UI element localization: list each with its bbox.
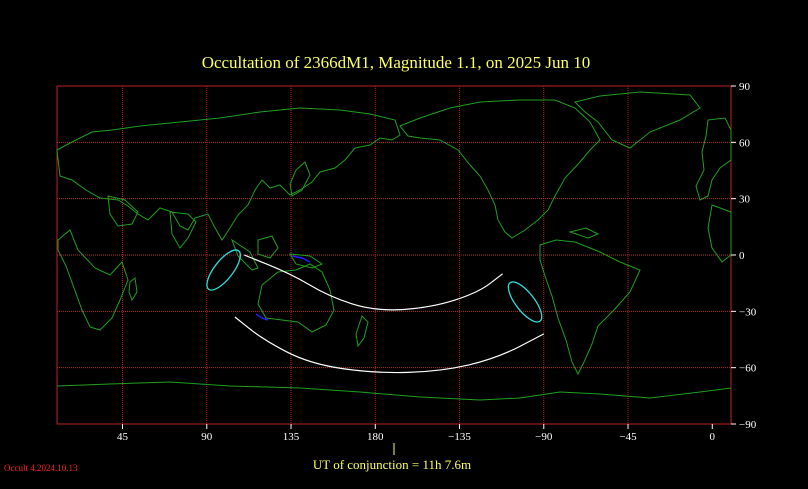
version-label: Occult 4.2024.10.13 — [4, 463, 78, 473]
lon-tick-label: 180 — [367, 431, 384, 443]
lon-tick-label: 0 — [710, 431, 716, 443]
lat-tick-label: 60 — [739, 137, 751, 149]
blue-segment-north — [291, 255, 311, 263]
coastline-africa — [57, 229, 129, 331]
coastline-india — [169, 211, 197, 249]
west-end-ellipse — [206, 249, 241, 291]
coastline-greenland — [574, 91, 701, 149]
coastlines — [56, 91, 732, 401]
lon-tick-label: 135 — [283, 431, 300, 443]
lat-tick-label: −90 — [739, 419, 757, 431]
lat-tick-label: −30 — [739, 306, 757, 318]
lat-tick-label: 0 — [739, 250, 745, 262]
lon-tick-label: 90 — [201, 431, 213, 443]
coastline-madagascar — [128, 277, 138, 302]
lat-tick-label: 30 — [739, 194, 751, 206]
lon-tick-label: 45 — [117, 431, 129, 443]
lat-tick-label: 90 — [739, 81, 751, 93]
lon-tick-label: −45 — [619, 431, 637, 443]
lat-tick-label: −60 — [739, 363, 757, 375]
coastline-australia — [257, 263, 335, 333]
coastline-antarctica — [56, 381, 732, 401]
conjunction-label: UT of conjunction = 11h 7.6m — [313, 457, 471, 472]
coastline-sumatra — [230, 238, 259, 271]
coastline-new-zealand — [355, 315, 369, 348]
longitude-tick-labels: 45 90 135 180 −135 −90 −45 0 — [117, 424, 716, 443]
coastline-south-america — [539, 239, 641, 376]
map-grid — [56, 85, 732, 425]
blue-segment-south — [255, 313, 269, 321]
occultation-path — [206, 249, 545, 374]
map-title: Occultation of 2366dM1, Magnitude 1.1, o… — [202, 53, 591, 72]
coastline-new-guinea — [289, 253, 324, 269]
coastline-africa-east-edge — [707, 204, 732, 263]
coastline-north-america — [399, 99, 601, 239]
north-limit-line — [243, 254, 503, 311]
coastline-eurasia-west — [56, 107, 401, 241]
coastline-europe — [695, 117, 732, 201]
lon-tick-label: −135 — [448, 431, 471, 443]
lon-tick-label: −90 — [535, 431, 553, 443]
coastline-japan — [289, 161, 311, 197]
south-limit-line — [234, 316, 545, 374]
coastline-borneo — [257, 235, 279, 259]
coastline-caribbean — [568, 227, 600, 239]
latitude-tick-labels: 90 60 30 0 −30 −60 −90 — [731, 81, 757, 431]
coastline-arabia — [107, 195, 139, 227]
east-end-ellipse — [507, 281, 543, 323]
